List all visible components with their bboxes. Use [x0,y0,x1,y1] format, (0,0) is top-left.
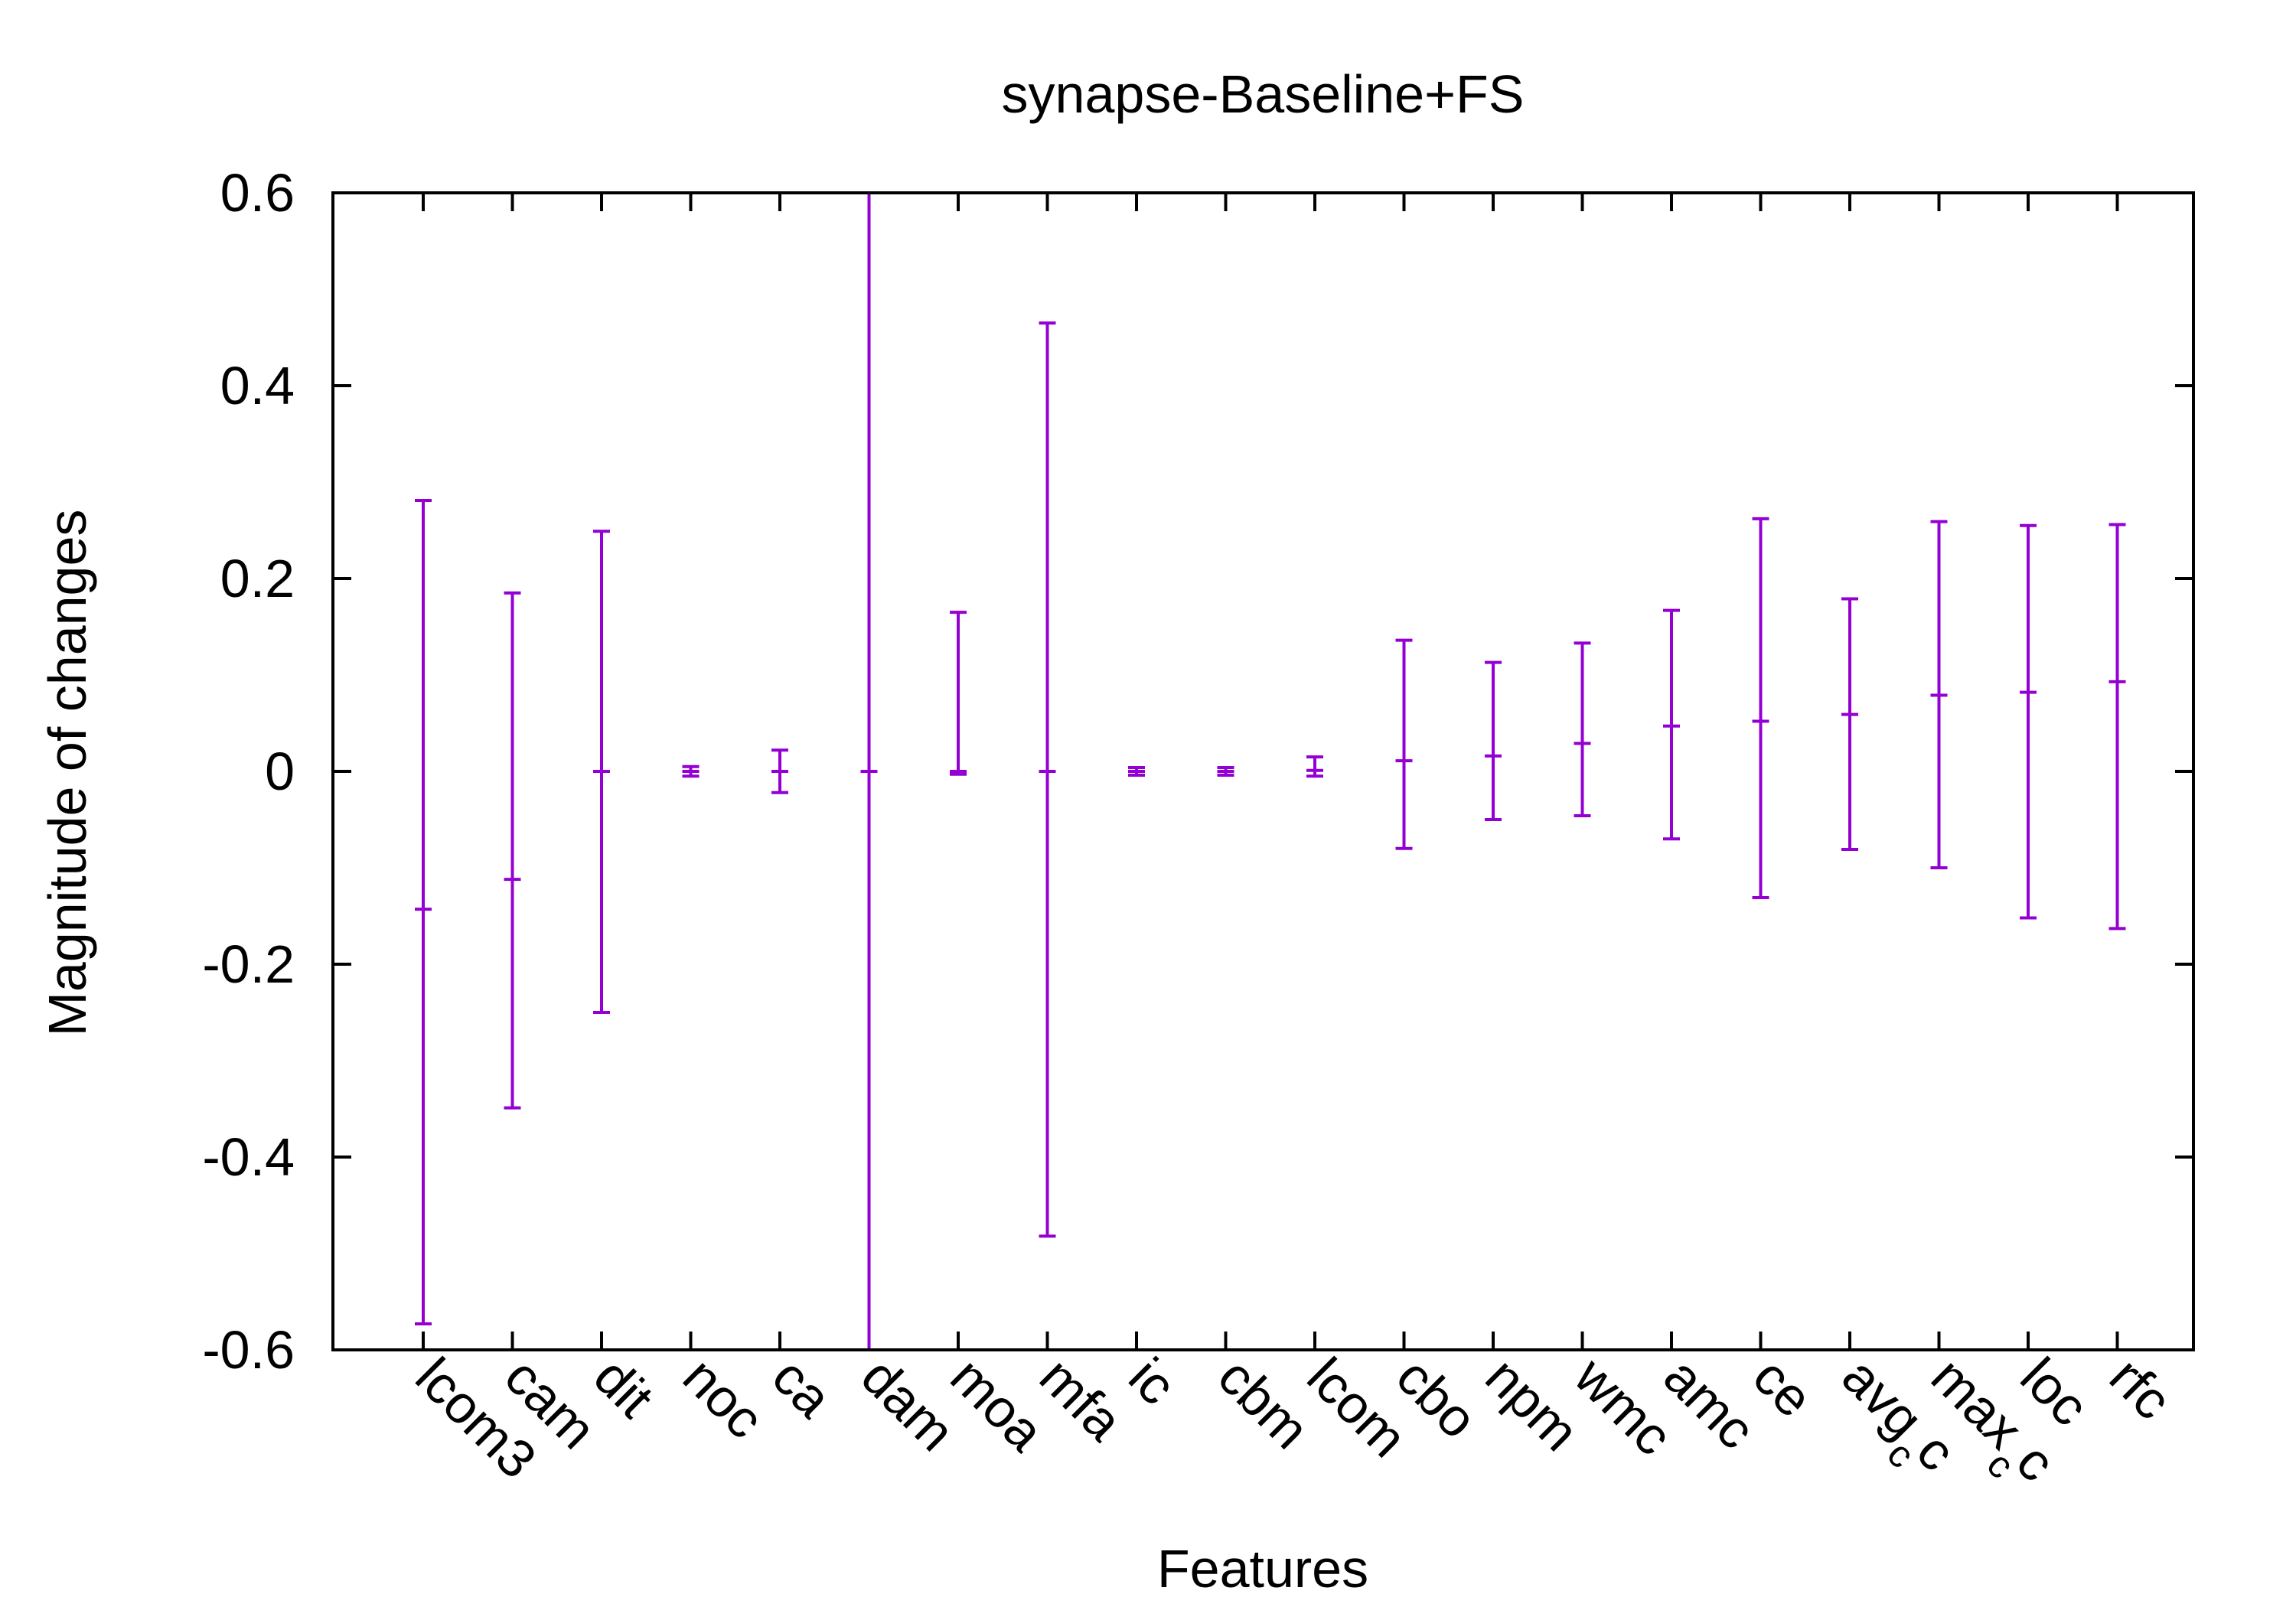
error-bar-cbo [1395,638,1413,850]
error-bar-dam [860,193,878,1350]
x-tick-label-mfa: mfa [1029,1346,1134,1452]
error-bar-rfc [2108,523,2126,931]
y-tick-label: -0.6 [202,1320,295,1380]
error-bar-npm [1485,660,1502,821]
error-bar-lcom [1306,755,1323,778]
x-tick-label-wmc: wmc [1563,1346,1684,1467]
error-bar-cbm [1217,765,1234,777]
x-tick-label-rfc: rfc [2099,1346,2183,1430]
x-tick-label-moa: moa [939,1346,1055,1462]
error-bar-ce [1752,517,1769,900]
y-axis-label: Magnitude of changes [38,510,97,1037]
y-axis-ticks: -0.6 -0.4 -0.2 0 0.2 0.4 0.6 [202,163,2193,1380]
x-tick-label-ca: ca [761,1346,843,1428]
error-bar-avg-cc [1841,597,1858,852]
x-tick-label-npm: npm [1474,1346,1590,1462]
x-tick-label-lcom: lcom [1296,1346,1418,1468]
x-tick-label-noc: noc [672,1346,775,1449]
error-bar-moa [950,611,967,776]
y-tick-label: 0.6 [220,163,295,223]
error-bar-dit [593,530,610,1014]
x-axis-label: Features [1157,1539,1368,1599]
y-tick-label: -0.2 [202,934,295,994]
x-tick-label-cbm: cbm [1207,1346,1321,1460]
y-tick-label: -0.4 [202,1127,295,1187]
x-tick-label-dam: dam [850,1346,966,1462]
plot-frame [331,191,2195,1351]
error-bar-lcom3 [415,498,432,1325]
error-bar-ic [1128,765,1145,777]
error-bar-cam [504,591,521,1110]
error-bars [415,193,2126,1350]
y-tick-label: 0.2 [220,549,295,608]
y-tick-label: 0.4 [220,356,295,416]
chart-title: synapse-Baseline+FS [1002,64,1525,124]
x-tick-label-amc: amc [1652,1346,1766,1460]
error-bar-mfa [1039,321,1056,1238]
y-tick-label: 0 [265,742,295,801]
error-bar-noc [682,764,700,778]
error-bar-amc [1663,608,1680,841]
error-bar-ca [771,748,788,794]
error-bar-wmc [1574,641,1591,817]
error-bar-loc [2020,523,2037,920]
error-bar-max-cc [1930,520,1948,869]
